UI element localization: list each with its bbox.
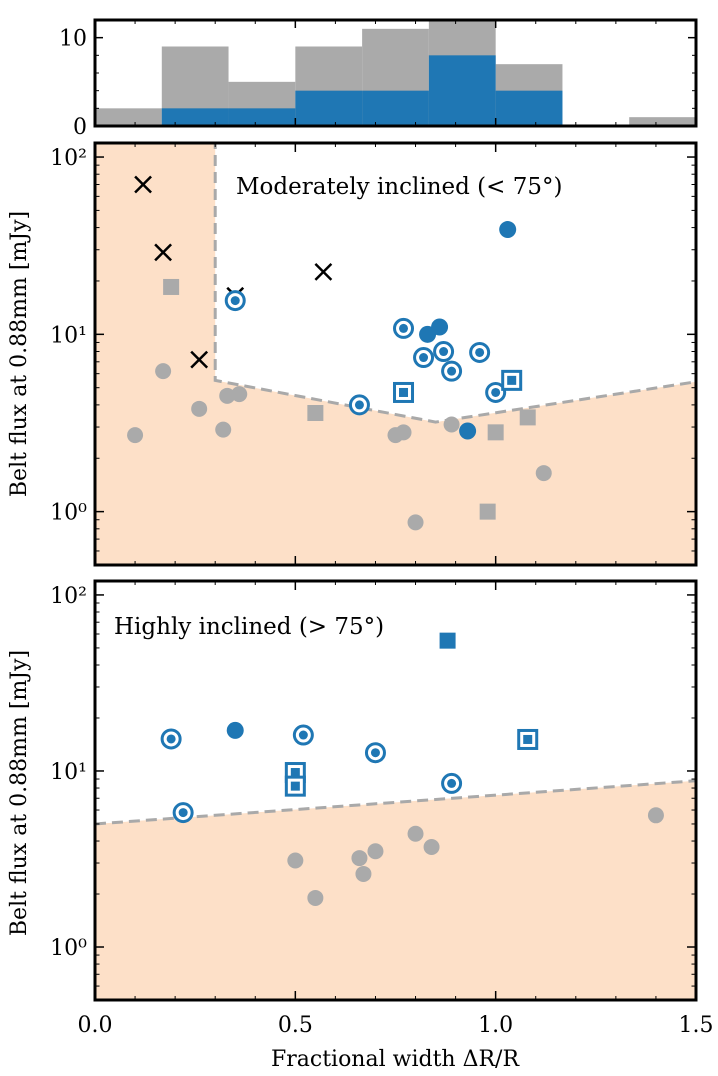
blue-filled-square-point	[439, 632, 456, 649]
gray-circle-point	[351, 850, 368, 867]
gray-circle-point	[219, 387, 236, 404]
detection-threshold-line	[95, 779, 696, 826]
blue-ringed-circle-point	[292, 724, 314, 746]
blue-ringed-square-point	[517, 728, 539, 750]
y-tick-label: 10²	[50, 584, 87, 609]
blue-ringed-circle-point	[224, 290, 246, 312]
gray-circle-point	[355, 865, 372, 882]
blue-ringed-square-point	[284, 775, 306, 797]
histogram-bars	[95, 20, 696, 126]
y-tick-label: 10⁰	[50, 501, 87, 526]
y-tick-label: 10	[59, 27, 87, 52]
histogram-bar-resolved	[295, 90, 363, 126]
blue-filled-circle-point	[499, 221, 517, 239]
scatter-points	[160, 632, 664, 906]
x-tick-label: 1.0	[478, 1013, 513, 1038]
y-tick-label: 10²	[50, 146, 87, 171]
panel-frame	[93, 579, 698, 1002]
gray-square-point	[479, 503, 496, 520]
panel-title-moderate: Moderately inclined (< 75°)	[236, 174, 562, 200]
blue-filled-circle-point	[226, 721, 244, 739]
gray-circle-point	[407, 514, 424, 531]
gray-circle-point	[395, 424, 412, 441]
highly-inclined-panel: 0.0 0.5 1.0 1.5 10⁰ 10¹ 10²	[50, 579, 714, 1038]
histogram-bar-resolved	[362, 90, 429, 126]
y-tick-label: 10⁰	[50, 936, 87, 961]
gray-circle-point	[407, 825, 424, 842]
blue-ringed-circle-point	[469, 341, 491, 363]
histogram-bar-resolved	[161, 108, 229, 126]
gray-square-point	[487, 424, 504, 441]
excluded-cross-point	[154, 243, 172, 262]
excluded-cross-point	[314, 263, 333, 281]
histogram-bar-all	[629, 117, 696, 126]
x-tick-label: 1.5	[679, 1013, 714, 1038]
blue-ringed-circle-point	[160, 728, 182, 750]
gray-circle-point	[127, 427, 144, 444]
blue-ringed-square-point	[501, 369, 523, 391]
y-tick-label: 10¹	[50, 760, 87, 785]
x-tick-label: 0.0	[78, 1013, 113, 1038]
histogram-frame	[93, 18, 698, 128]
panel-frame	[93, 141, 698, 567]
detection-threshold-line	[213, 143, 696, 424]
y-axis-label-high: Belt flux at 0.88mm [mJy]	[7, 650, 32, 936]
blue-filled-circle-point	[459, 422, 477, 440]
moderately-inclined-panel: 10⁰ 10¹ 10²	[50, 141, 698, 567]
blue-filled-circle-point	[431, 318, 449, 336]
gray-circle-point	[155, 363, 172, 380]
gray-square-point	[163, 278, 180, 295]
blue-ringed-circle-point	[433, 341, 455, 363]
x-axis-label: Fractional width ΔR/R	[271, 1047, 520, 1072]
histogram-bar-all	[95, 108, 162, 126]
blue-ringed-square-point	[393, 381, 415, 403]
blue-ringed-circle-point	[364, 742, 386, 764]
excluded-cross-point	[134, 175, 152, 194]
y-axis-label-moderate: Belt flux at 0.88mm [mJy]	[7, 211, 32, 497]
panel-title-high: Highly inclined (> 75°)	[114, 614, 384, 640]
gray-circle-point	[423, 838, 440, 855]
histogram-bar-resolved	[428, 55, 496, 126]
gray-circle-point	[287, 852, 304, 869]
x-tick-label: 0.5	[278, 1013, 313, 1038]
scatter-points	[127, 175, 552, 531]
blue-ringed-circle-point	[485, 381, 507, 403]
gray-circle-point	[191, 400, 208, 417]
gray-circle-point	[215, 421, 232, 438]
gray-circle-point	[307, 889, 324, 906]
blue-ringed-circle-point	[348, 394, 370, 416]
gray-circle-point	[367, 843, 384, 860]
y-tick-label: 0	[73, 115, 87, 140]
blue-ringed-circle-point	[441, 772, 463, 794]
excluded-region	[95, 780, 696, 1000]
histogram-bar-resolved	[228, 108, 296, 126]
gray-circle-point	[647, 807, 664, 824]
gray-square-point	[307, 404, 324, 421]
blue-ringed-circle-point	[413, 347, 435, 369]
gray-circle-point	[231, 386, 248, 403]
gray-circle-point	[535, 465, 552, 482]
gray-square-point	[519, 409, 536, 426]
excluded-cross-point	[190, 350, 209, 369]
axes-ticks: 0.0 0.5 1.0 1.5 10⁰ 10¹ 10²	[50, 581, 714, 1038]
blue-ringed-circle-point	[393, 317, 415, 339]
histogram-panel: 0 10	[59, 18, 698, 140]
gray-circle-point	[443, 416, 460, 433]
y-tick-label: 10¹	[50, 323, 87, 348]
blue-ringed-circle-point	[441, 360, 463, 382]
excluded-region	[95, 143, 696, 565]
blue-ringed-circle-point	[172, 802, 194, 824]
histogram-bar-resolved	[495, 90, 563, 126]
